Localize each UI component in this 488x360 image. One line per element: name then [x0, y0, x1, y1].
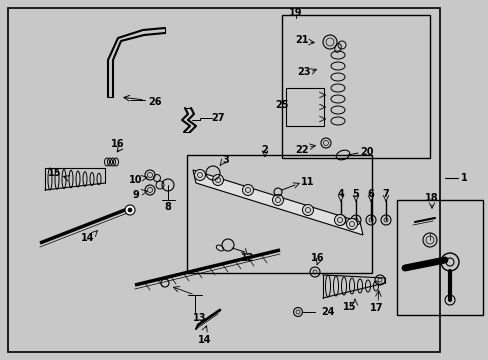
Circle shape	[302, 204, 313, 216]
Circle shape	[334, 215, 345, 225]
Text: 26: 26	[148, 97, 162, 107]
Text: 5: 5	[352, 189, 359, 199]
Text: 24: 24	[321, 307, 334, 317]
Text: 14: 14	[81, 233, 95, 243]
Text: 6: 6	[367, 189, 374, 199]
Text: 3: 3	[222, 155, 229, 165]
Text: 19: 19	[289, 8, 302, 18]
Text: 16: 16	[311, 253, 324, 263]
Bar	[282, 15, 429, 158]
Text: 17: 17	[369, 303, 383, 313]
Circle shape	[212, 175, 223, 185]
Text: 7: 7	[382, 189, 388, 199]
Text: 9: 9	[132, 190, 139, 200]
Circle shape	[125, 205, 135, 215]
Text: 15: 15	[343, 302, 356, 312]
Text: 2: 2	[261, 145, 268, 155]
Text: 21: 21	[295, 35, 308, 45]
Text: 12: 12	[241, 253, 254, 263]
Text: 10: 10	[129, 175, 142, 185]
Text: 25: 25	[275, 100, 288, 110]
Text: 11: 11	[301, 177, 314, 187]
Text: 20: 20	[360, 147, 373, 157]
Bar	[8, 8, 439, 352]
Text: 14: 14	[198, 335, 211, 345]
Text: 27: 27	[211, 113, 224, 123]
Text: 1: 1	[460, 173, 467, 183]
Bar	[396, 200, 482, 315]
Text: 16: 16	[111, 139, 124, 149]
Circle shape	[242, 184, 253, 195]
Circle shape	[128, 208, 132, 212]
Polygon shape	[193, 170, 362, 235]
Text: 22: 22	[295, 145, 308, 155]
Circle shape	[346, 219, 357, 230]
Text: 18: 18	[425, 193, 438, 203]
Text: 13: 13	[193, 313, 206, 323]
Text: 23: 23	[297, 67, 310, 77]
Text: 8: 8	[164, 202, 171, 212]
Circle shape	[272, 194, 283, 206]
Bar	[285, 88, 324, 126]
Bar	[186, 155, 371, 273]
Text: 15: 15	[48, 168, 61, 178]
Text: 4: 4	[337, 189, 344, 199]
Circle shape	[194, 170, 205, 180]
